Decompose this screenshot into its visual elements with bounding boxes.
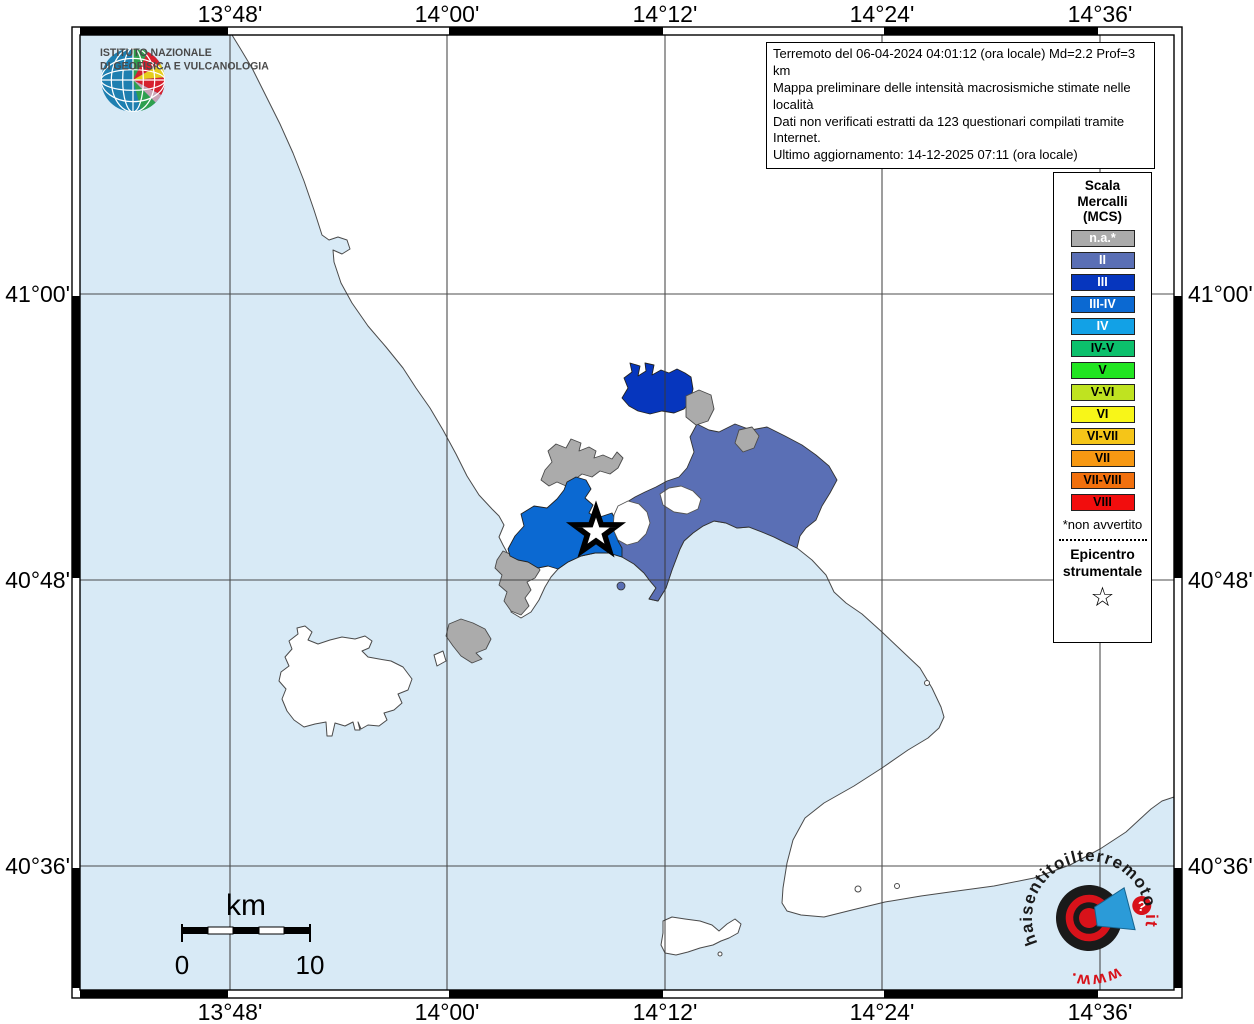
legend-divider <box>1058 538 1147 541</box>
legend-swatch-iii-iv: III-IV <box>1070 295 1135 313</box>
map-frame <box>71 26 1183 999</box>
axis-bottom-label-1424: 14°24' <box>849 999 915 1024</box>
axis-left-label-4100: 41°00' <box>5 281 70 307</box>
ingv-logo: ISTITUTO NAZIONALE DI GEOFISICA E VULCAN… <box>100 46 269 112</box>
epicenter-star-symbol: ☆ <box>1090 581 1115 612</box>
legend-swatch-vi-vii: VI-VII <box>1070 427 1135 445</box>
question-badge <box>1132 896 1152 916</box>
scale-bar-start: 0 <box>175 950 189 980</box>
islet-li-galli-2 <box>894 883 900 889</box>
legend-swatch-vii-viii: VII-VIII <box>1070 471 1135 489</box>
ingv-org-name: ISTITUTO NAZIONALE DI GEOFISICA E VULCAN… <box>100 46 269 73</box>
legend-swatch-ii: II <box>1070 251 1135 269</box>
legend-swatch-viii: VIII <box>1070 493 1135 511</box>
questionnaire-line: Dati non verificati estratti da 123 ques… <box>773 113 1125 146</box>
axis-bottom-label-1400: 14°00' <box>414 999 480 1024</box>
island-ischia <box>278 625 413 737</box>
islet-nisida <box>616 581 626 591</box>
ingv-globe-icon <box>101 48 165 112</box>
axis-left-label-4048: 40°48' <box>5 567 70 593</box>
event-summary-line: Terremoto del 06-04-2024 04:01:12 (ora l… <box>773 46 1136 78</box>
megaphone-icon <box>1094 887 1136 931</box>
scale-bar-end: 10 <box>296 950 325 980</box>
legend-swatch-v-vi: V-VI <box>1070 383 1135 401</box>
unrated-municipalities <box>612 485 702 546</box>
axis-right-label-4100: 41°00' <box>1188 281 1253 307</box>
intensity-region-ii <box>616 423 838 602</box>
axis-bottom-label-1436: 14°36' <box>1067 999 1133 1024</box>
islet-li-galli-1 <box>854 885 862 893</box>
scale-bar-unit: km <box>226 889 266 922</box>
epicenter-star <box>565 500 627 558</box>
legend-swatch-iii: III <box>1070 273 1135 291</box>
epicenter-legend-label: Epicentro strumentale <box>1062 545 1143 579</box>
axis-right-label-4036: 40°36' <box>1188 853 1253 879</box>
axis-top-label-1436: 14°36' <box>1067 1 1133 27</box>
legend-swatch-vi: VI <box>1070 405 1135 423</box>
na-region-northeast-chip <box>685 389 715 426</box>
axis-top-label-1400: 14°00' <box>414 1 480 27</box>
islet-rovigliano <box>924 680 930 686</box>
islet-vivara <box>433 650 447 667</box>
legend-title: Scala Mercalli (MCS) <box>1077 178 1128 225</box>
mercalli-scale-legend: Scala Mercalli (MCS) n.a.* II III III-IV… <box>1053 172 1152 643</box>
legend-footnote: *non avvertito <box>1062 516 1143 532</box>
legend-swatch-na: n.a.* <box>1070 229 1135 247</box>
na-region-procida <box>445 618 492 664</box>
map-description-line: Mappa preliminare delle intensità macros… <box>773 79 1131 112</box>
axis-top-label-1424: 14°24' <box>849 1 915 27</box>
na-region-quarto <box>540 438 624 487</box>
axis-bottom-label-1348: 13°48' <box>197 999 263 1024</box>
axis-top-label-1412: 14°12' <box>632 1 698 27</box>
na-region-inner-chip <box>734 426 760 453</box>
axis-right-label-4048: 40°48' <box>1188 567 1253 593</box>
legend-swatch-v: V <box>1070 361 1135 379</box>
axis-left-label-4036: 40°36' <box>5 853 70 879</box>
event-info-box: Terremoto del 06-04-2024 04:01:12 (ora l… <box>766 42 1155 170</box>
legend-swatch-vii: VII <box>1070 449 1135 467</box>
axis-top-label-1348: 13°48' <box>197 1 263 27</box>
question-mark: ? <box>1136 897 1147 914</box>
legend-swatch-iv-v: IV-V <box>1070 339 1135 357</box>
legend-swatch-iv: IV <box>1070 317 1135 335</box>
island-capri <box>660 916 742 956</box>
axis-bottom-label-1412: 14°12' <box>632 999 698 1024</box>
scale-bar: km 0 10 <box>175 889 325 980</box>
last-update-line: Ultimo aggiornamento: 14-12-2025 07:11 (… <box>773 147 1078 163</box>
intensity-region-iii <box>621 362 694 415</box>
